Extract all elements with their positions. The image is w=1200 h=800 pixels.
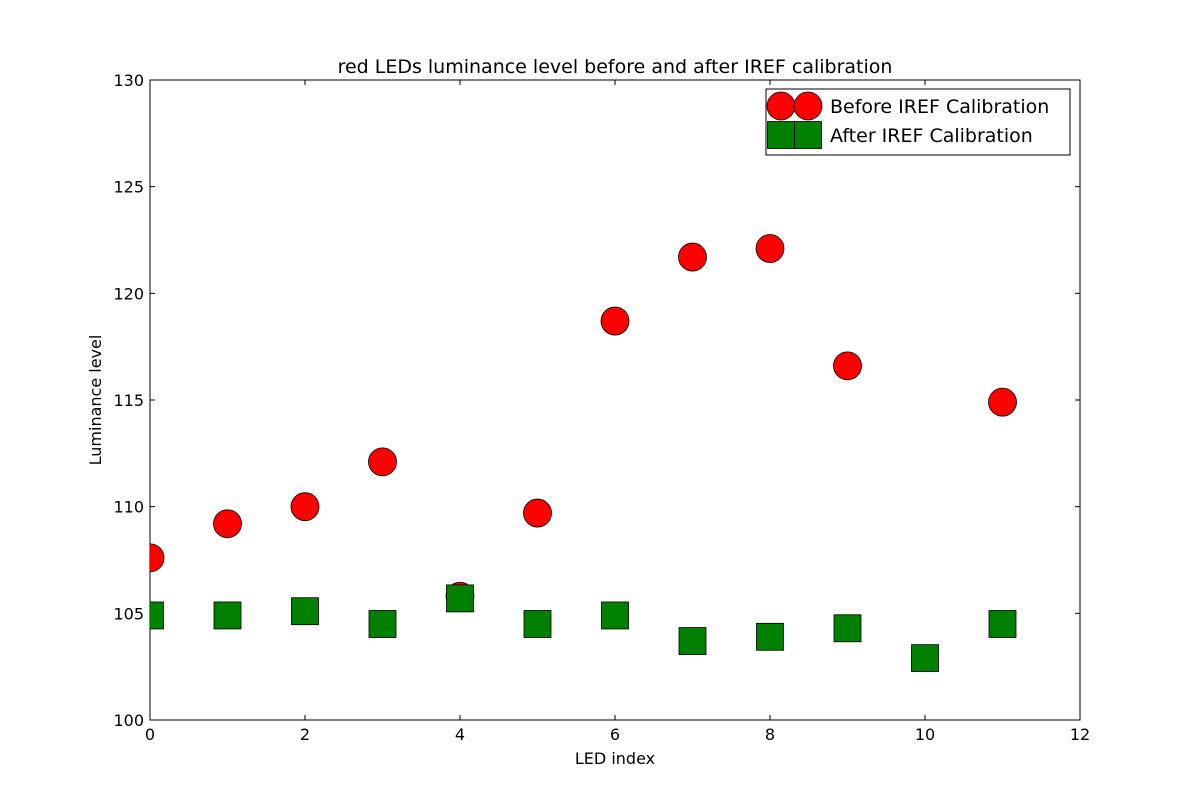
y-axis-label: Luminance level (86, 335, 105, 466)
point-before-led-8 (755, 234, 785, 263)
point-after-led-7 (678, 627, 707, 655)
x-tick-label: 4 (455, 725, 465, 744)
point-after-led-5 (523, 610, 552, 638)
point-after-led-11 (988, 610, 1017, 638)
point-after-led-1 (213, 601, 242, 630)
legend-circle-marker (766, 91, 796, 121)
y-tick-label: 120 (113, 284, 144, 303)
legend-label: After IREF Calibration (830, 125, 1033, 147)
data-markers (150, 234, 1017, 673)
point-before-led-5 (523, 498, 552, 528)
y-tick-label: 115 (113, 391, 144, 410)
legend-label: Before IREF Calibration (830, 96, 1049, 118)
point-after-led-2 (291, 597, 319, 626)
x-axis: 0 2 4 6 8 10 12 (145, 80, 1090, 744)
y-tick-label: 100 (113, 711, 144, 730)
x-tick-label: 12 (1070, 725, 1090, 744)
x-tick-label: 0 (145, 725, 155, 744)
y-tick-label: 130 (113, 71, 144, 90)
y-axis: 100 105 110 115 120 125 130 (113, 71, 1080, 730)
legend-circle-marker (793, 91, 823, 121)
point-before-led-9 (833, 351, 862, 381)
point-before-led-6 (600, 306, 630, 336)
point-before-led-2 (290, 492, 320, 522)
legend: Before IREF Calibration After IREF Calibr… (765, 88, 1071, 156)
point-after-led-0 (150, 601, 164, 630)
x-tick-label: 6 (610, 725, 620, 744)
point-after-led-10 (911, 644, 939, 673)
y-tick-label: 105 (113, 604, 144, 623)
legend-square-marker (794, 121, 822, 149)
x-axis-label: LED index (575, 749, 655, 768)
x-tick-label: 10 (915, 725, 935, 744)
point-before-led-11 (988, 387, 1017, 417)
point-after-led-4 (446, 584, 474, 613)
point-before-led-1 (213, 509, 242, 539)
y-tick-label: 125 (113, 178, 144, 197)
point-before-led-7 (678, 242, 707, 272)
point-before-led-3 (368, 447, 397, 477)
legend-square-marker (767, 121, 795, 149)
point-after-led-3 (368, 610, 397, 638)
point-after-led-9 (833, 614, 862, 643)
point-before-led-0 (150, 543, 165, 573)
y-tick-label: 110 (113, 498, 144, 517)
chart-title: red LEDs luminance level before and afte… (338, 56, 893, 78)
x-tick-label: 2 (300, 725, 310, 744)
point-after-led-6 (601, 601, 629, 630)
x-tick-label: 8 (765, 725, 775, 744)
point-after-led-8 (756, 622, 784, 651)
